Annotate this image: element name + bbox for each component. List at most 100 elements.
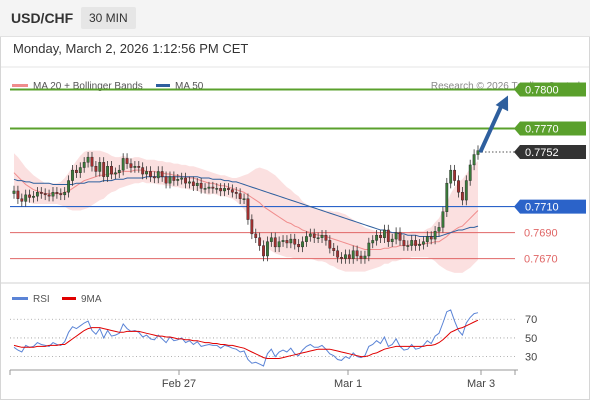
level-label-0-7770: 0.7770	[525, 124, 559, 136]
candle-body	[410, 240, 414, 246]
candle-body	[347, 254, 351, 259]
rsi-tick-label-30: 30	[525, 352, 537, 364]
level-label-0-7670: 0.7670	[524, 254, 558, 266]
candle-body	[145, 171, 148, 175]
candle-body	[230, 189, 234, 193]
research-credit: Research © 2026 Trading Central	[431, 81, 580, 92]
candle-body	[234, 192, 238, 194]
candle-body	[149, 171, 152, 177]
candle-body	[254, 233, 258, 238]
candle-body	[223, 188, 226, 192]
bollinger-band-area	[14, 150, 478, 273]
candle-body	[301, 241, 304, 248]
candle-body	[43, 193, 47, 196]
candle-body	[125, 158, 129, 164]
candle-body	[20, 198, 24, 202]
candle-body	[195, 182, 199, 186]
candle-body	[367, 242, 371, 257]
candle-body	[289, 238, 293, 244]
candle-body	[47, 194, 51, 197]
candle-body	[269, 237, 273, 242]
rsi-panel: 70 50 30	[10, 309, 537, 367]
candle-body	[63, 192, 67, 196]
candle-body	[293, 238, 297, 245]
candles	[12, 145, 480, 264]
candle-body	[24, 194, 28, 202]
candle-body	[98, 162, 102, 172]
candle-body	[203, 188, 207, 190]
price-level-labels: 0.7800 0.7770 0.7752 0.7710 0.7690 0.7670	[514, 82, 586, 266]
candle-body	[207, 186, 211, 189]
level-tag-0-7710	[514, 199, 586, 214]
legend-label-9ma: 9MA	[81, 294, 102, 305]
candle-body	[59, 193, 63, 196]
candle-body	[375, 234, 379, 241]
candle-body	[172, 176, 176, 181]
candle-body	[110, 166, 113, 175]
candle-body	[355, 250, 359, 257]
legend-label-rsi: RSI	[33, 294, 50, 305]
level-tag-0-7770	[514, 121, 586, 136]
price-levels	[10, 88, 515, 260]
candle-body	[316, 237, 320, 239]
candle-body	[414, 240, 418, 246]
candle-body	[371, 240, 375, 244]
candle-body	[277, 241, 281, 248]
candle-body	[472, 154, 476, 166]
candle-body	[308, 233, 312, 237]
candle-body	[211, 186, 215, 189]
candle-body	[16, 190, 20, 199]
candle-body	[363, 255, 367, 259]
candle-body	[168, 176, 172, 184]
candle-body	[394, 232, 398, 240]
timestamp: Monday, March 2, 2026 1:12:56 PM CET	[13, 41, 249, 56]
candle-body	[262, 245, 265, 257]
arrow-head	[495, 95, 509, 112]
candle-body	[133, 166, 137, 168]
candle-body	[129, 163, 133, 168]
candle-body	[219, 188, 223, 192]
candle-body	[468, 164, 472, 181]
candle-body	[227, 188, 230, 190]
candle-body	[51, 192, 55, 197]
ma20-line	[13, 169, 479, 250]
candle-body	[152, 176, 156, 179]
x-axis-ticks: Feb 27 Mar 1 Mar 3	[9, 370, 516, 390]
candle-body	[437, 227, 441, 232]
candle-body	[297, 244, 301, 248]
candle-body	[74, 169, 78, 173]
candle-body	[305, 236, 308, 242]
candle-body	[340, 257, 343, 259]
candle-body	[67, 180, 70, 193]
candle-body	[32, 195, 35, 198]
candle-body	[461, 192, 464, 201]
candle-body	[464, 180, 468, 201]
candle-body	[199, 182, 203, 189]
candle-body	[425, 236, 429, 242]
legend-swatch-ma50	[156, 84, 170, 87]
candle-body	[250, 219, 254, 235]
rsi-tick-label-50: 50	[525, 333, 537, 345]
candle-body	[113, 172, 117, 175]
level-tag-0-7752	[514, 144, 586, 159]
level-label-0-7690: 0.7690	[524, 228, 558, 240]
candle-body	[258, 237, 262, 246]
candle-body	[476, 150, 480, 155]
candle-body	[390, 238, 394, 242]
interval-button[interactable]: 30 MIN	[81, 7, 136, 29]
candle-body	[320, 234, 324, 238]
chart-header: USD/CHF 30 MIN	[0, 0, 590, 37]
candle-body	[137, 166, 141, 168]
arrow-shaft	[479, 102, 504, 153]
target-arrow	[479, 95, 509, 153]
candle-body	[379, 234, 382, 238]
legend-label-ma20: MA 20 + Bollinger Bands	[33, 81, 143, 92]
candle-body	[191, 181, 195, 186]
candle-body	[445, 182, 449, 212]
x-tick-label-mar-1: Mar 1	[334, 378, 362, 390]
candle-body	[156, 171, 160, 179]
candle-body	[336, 250, 340, 258]
candle-body	[12, 190, 16, 194]
rsi-line	[13, 309, 479, 367]
bollinger-band	[14, 150, 478, 273]
